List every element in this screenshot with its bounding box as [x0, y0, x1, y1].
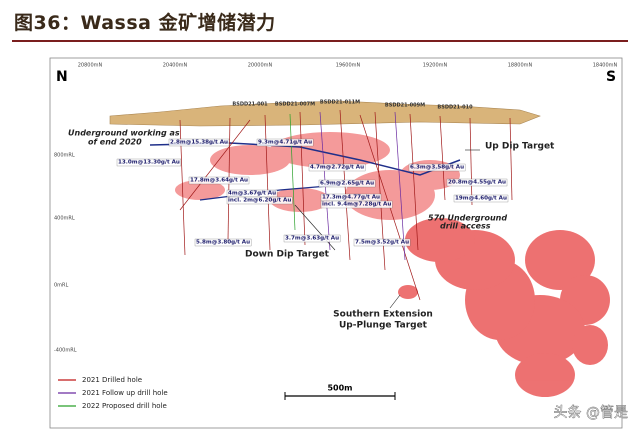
annotation: Down Dip Target — [245, 250, 330, 260]
compass-north: N — [56, 69, 68, 85]
intercept-box — [194, 238, 252, 247]
elevation-label: 0mRL — [54, 283, 69, 289]
intercept-label: 5.8m@3.80g/t Au — [196, 240, 250, 246]
annotation: drill access — [440, 222, 491, 231]
scale-label: 500m — [327, 384, 352, 393]
intercept-box — [318, 179, 376, 188]
intercept-label: 19m@4.60g/t Au — [455, 196, 507, 202]
title: 图36：Wassa 金矿增储潜力 — [14, 12, 276, 34]
easting-label: 19600mN — [336, 63, 361, 69]
hole-label: BSDD21-001 — [232, 102, 268, 108]
intercept-label: 6.3m@3.58g/t Au — [410, 165, 464, 171]
annotation: Up Dip Target — [485, 142, 555, 152]
intercept-box — [256, 138, 314, 147]
easting-label: 18800mN — [508, 63, 533, 69]
intercept-box — [353, 238, 411, 247]
intercept-label: 4.7m@2.72g/t Au — [310, 165, 364, 171]
intercept-label: 17.3m@4.77g/t Au — [322, 195, 380, 201]
intercept-label: 7.5m@3.52g/t Au — [355, 240, 409, 246]
hole-label: BSDD21-007M — [275, 102, 315, 108]
easting-label: 18400mN — [593, 63, 618, 69]
compass-south: S — [606, 69, 616, 85]
easting-label: 20800mN — [78, 63, 103, 69]
intercept-box — [408, 163, 466, 172]
intercept-box — [188, 176, 250, 185]
annotation: Southern Extension — [333, 310, 433, 320]
annotation: of end 2020 — [88, 138, 142, 147]
easting-label: 20000mN — [248, 63, 273, 69]
easting-label: 20400mN — [163, 63, 188, 69]
intercept-label: 9.3m@4.71g/t Au — [258, 140, 312, 146]
hole-label: BSDD21-011M — [320, 100, 360, 106]
intercept-label: incl. 2m@6.20g/t Au — [228, 198, 291, 204]
intercept-label: 13.0m@13.30g/t Au — [118, 160, 180, 166]
intercept-box — [320, 200, 393, 209]
intercept-label: incl. 9.4m@7.28g/t Au — [322, 202, 391, 208]
watermark: 头条 @管是 — [554, 404, 628, 421]
intercept-box — [308, 163, 366, 172]
hole-label: BSDD21-009M — [385, 103, 425, 109]
intercept-box — [446, 178, 508, 187]
intercept-box — [453, 194, 509, 203]
annotation: Up-Plunge Target — [339, 321, 428, 331]
legend-label: 2022 Proposed drill hole — [82, 402, 167, 410]
hole-label: BSDD21-010 — [437, 105, 473, 111]
intercept-box — [116, 158, 182, 167]
elevation-label: 400mRL — [54, 216, 75, 222]
intercept-label: 4m@3.67g/t Au — [228, 191, 276, 197]
intercept-label: 2.8m@15.38g/t Au — [170, 140, 228, 146]
annotation: 570 Underground — [428, 214, 507, 223]
legend-label: 2021 Drilled hole — [82, 376, 142, 384]
legend-label: 2021 Follow up drill hole — [82, 389, 168, 397]
easting-label: 19200mN — [423, 63, 448, 69]
annotation: Underground working as — [68, 129, 180, 138]
intercept-box — [168, 138, 230, 147]
elevation-label: 800mRL — [54, 153, 75, 159]
intercept-label: 20.8m@4.55g/t Au — [448, 180, 506, 186]
intercept-label: 17.8m@3.64g/t Au — [190, 178, 248, 184]
intercept-label: 3.7m@3.63g/t Au — [285, 236, 339, 242]
elevation-label: -400mRL — [54, 348, 77, 354]
title-rule — [12, 40, 628, 42]
intercept-box — [226, 196, 293, 205]
intercept-label: 6.9m@2.65g/t Au — [320, 181, 374, 187]
intercept-box — [283, 234, 341, 243]
